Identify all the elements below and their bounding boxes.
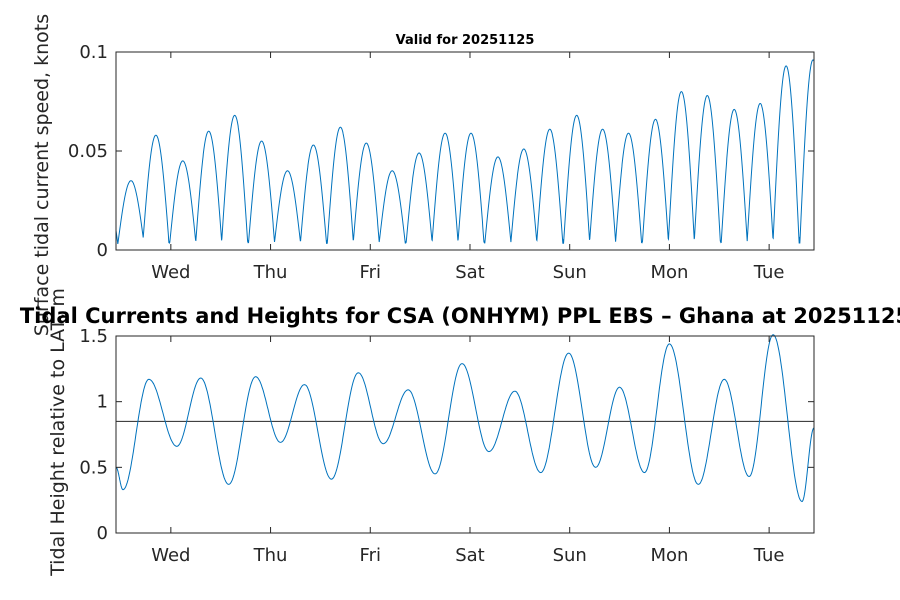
x-tick-label: Sat <box>455 545 485 566</box>
x-tick-label: Tue <box>753 262 785 283</box>
x-tick-label: Tue <box>753 545 785 566</box>
x-tick-label: Mon <box>650 545 688 566</box>
y-tick-label: 0.5 <box>79 457 108 478</box>
y-tick-label: 0 <box>97 240 108 261</box>
figure-main-title: Tidal Currents and Heights for CSA (ONHY… <box>20 304 900 328</box>
tidal-height-axes-box <box>115 335 815 534</box>
x-tick-label: Fri <box>360 545 381 566</box>
y-tick-label: 0.05 <box>68 141 108 162</box>
y-tick-label: 1.5 <box>79 326 108 347</box>
tidal-height-x-ticks: Wed Thu Fri Sat Sun Mon Tue <box>151 336 785 566</box>
y-tick-label: 0 <box>97 523 108 544</box>
x-tick-label: Thu <box>253 262 288 283</box>
current-speed-y-label: Surface tidal current speed, knots <box>31 14 53 336</box>
current-speed-y-ticks: 0 0.05 0.1 <box>68 42 814 261</box>
tidal-height-y-ticks: 0 0.5 1 1.5 <box>79 326 814 544</box>
x-tick-label: Mon <box>650 262 688 283</box>
current-speed-title: Valid for 20251125 <box>396 33 535 48</box>
tidal-height-series-line <box>115 334 815 503</box>
y-tick-label: 1 <box>97 392 108 413</box>
current-speed-x-ticks: Wed Thu Fri Sat Sun Mon Tue <box>151 52 785 283</box>
x-tick-label: Wed <box>151 545 190 566</box>
x-tick-label: Sat <box>455 262 485 283</box>
x-tick-label: Thu <box>253 545 288 566</box>
x-tick-label: Sun <box>553 262 587 283</box>
x-tick-label: Sun <box>553 545 587 566</box>
current-speed-series-line <box>115 59 815 245</box>
tidal-height-panel: 0 0.5 1 1.5 Wed Thu Fri Sat Sun Mon Tue <box>79 326 815 566</box>
y-tick-label: 0.1 <box>79 42 108 63</box>
tidal-height-y-label: Tidal Height relative to LAT, m <box>47 288 69 577</box>
x-tick-label: Fri <box>360 262 381 283</box>
x-tick-label: Wed <box>151 262 190 283</box>
